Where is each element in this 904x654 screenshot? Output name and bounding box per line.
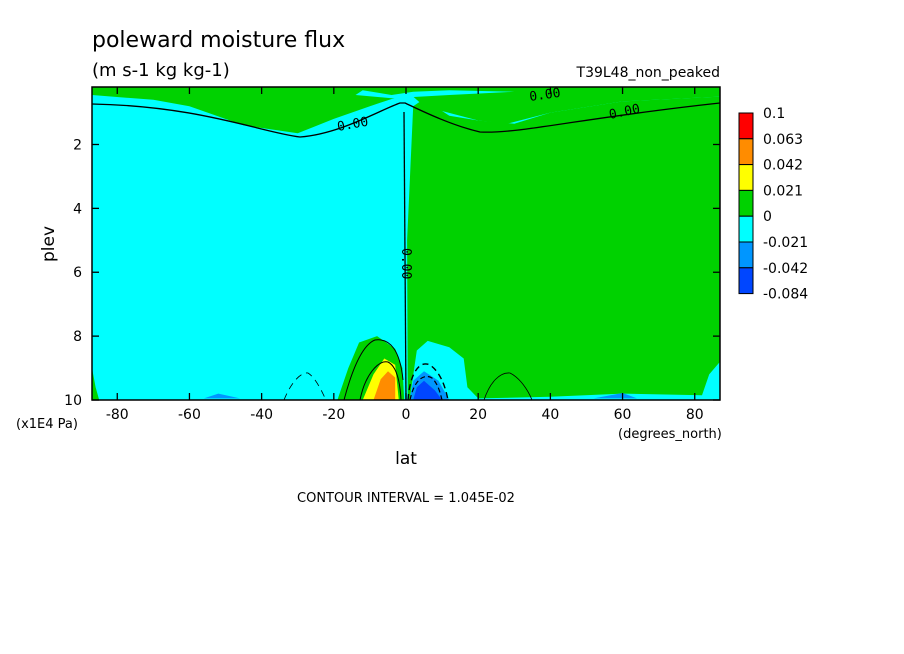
chart-title: poleward moisture flux xyxy=(92,28,345,53)
colorbar-label: 0.042 xyxy=(763,158,803,174)
colorbar-label: 0 xyxy=(763,209,772,225)
contour-sh-blob-inner xyxy=(359,361,402,401)
y-tick-label: 4 xyxy=(73,201,82,217)
y-tick-label: 6 xyxy=(73,265,82,281)
region-positive-sh-edge xyxy=(92,368,100,400)
zero-contour-upper xyxy=(91,102,721,138)
region-negative-nh-surface-2 xyxy=(413,380,443,400)
chart-subtitle: (m s-1 kg kg-1) xyxy=(92,60,230,81)
y-axis-units: (x1E4 Pa) xyxy=(16,417,78,432)
x-axis-label: lat xyxy=(395,449,417,469)
x-tick-label: -40 xyxy=(250,407,273,423)
run-label: T39L48_non_peaked xyxy=(576,65,720,81)
region-negative-upper-pocket xyxy=(355,90,515,99)
dashed-contour-nh-2 xyxy=(409,375,443,401)
x-tick-label: -60 xyxy=(178,407,201,423)
colorbar: 0.1 0.063 0.042 0.021 0 -0.021 -0.042 -0.084 xyxy=(738,106,808,303)
colorbar-swatch xyxy=(738,138,754,166)
y-axis-label: plev xyxy=(39,226,59,262)
y-tick-label: 8 xyxy=(73,329,82,345)
contour-label-group: 0.00 0.00 0.00 0.00 xyxy=(336,86,641,280)
contour-nh-weak xyxy=(483,372,533,401)
colorbar-label: -0.042 xyxy=(763,261,808,277)
x-tick-label: 40 xyxy=(541,407,559,423)
contour-label: 0.00 xyxy=(336,115,369,135)
colorbar-swatch xyxy=(738,241,754,269)
contour-interval: CONTOUR INTERVAL = 1.045E-02 xyxy=(297,491,515,506)
x-tick-label: 80 xyxy=(686,407,704,423)
x-tick-label: 0 xyxy=(402,407,411,423)
region-negative-sh-bottom-sliver xyxy=(203,393,240,399)
region-positive-upper-band xyxy=(92,87,720,134)
contour-label: 0.00 xyxy=(398,248,413,279)
x-tick-label: -20 xyxy=(322,407,345,423)
colorbar-swatch xyxy=(738,189,754,217)
colorbar-label: 0.021 xyxy=(763,183,803,199)
colorbar-swatch xyxy=(738,164,754,191)
colorbar-swatch xyxy=(738,215,754,243)
region-negative-nh-bottom-sliver xyxy=(593,393,637,399)
x-tick-label: -80 xyxy=(106,407,129,423)
plot-area: 0.00 0.00 0.00 0.00 -80 -60 -40 -20 0 20 40 60 8… xyxy=(64,86,721,423)
colorbar-label: -0.021 xyxy=(763,235,808,251)
colorbar-label: 0.063 xyxy=(763,132,803,148)
colorbar-swatch xyxy=(738,112,754,140)
contour-lines xyxy=(91,102,721,401)
colorbar-label: 0.1 xyxy=(763,106,785,122)
contour-label: 0.00 xyxy=(608,102,642,123)
region-orange-core xyxy=(373,371,396,400)
colorbar-swatch xyxy=(738,267,754,295)
x-tick-label: 60 xyxy=(614,407,632,423)
colorbar-label: -0.084 xyxy=(763,287,808,303)
filled-regions xyxy=(92,87,720,400)
contour-label: 0.00 xyxy=(528,86,561,105)
zero-contour-equator xyxy=(403,111,407,401)
dashed-contour-nh-1 xyxy=(407,363,449,401)
region-positive-northern-block xyxy=(407,96,720,400)
dashed-contour-sh-weak xyxy=(283,372,327,401)
x-tick-label: 20 xyxy=(469,407,487,423)
x-axis-units: (degrees_north) xyxy=(618,427,722,442)
contour-sh-blob-outer xyxy=(343,339,404,401)
axis-ticks: -80 -60 -40 -20 0 20 40 60 80 2 4 6 8 10 xyxy=(64,87,720,423)
y-tick-label: 2 xyxy=(73,137,82,153)
y-tick-label: 10 xyxy=(64,393,82,409)
